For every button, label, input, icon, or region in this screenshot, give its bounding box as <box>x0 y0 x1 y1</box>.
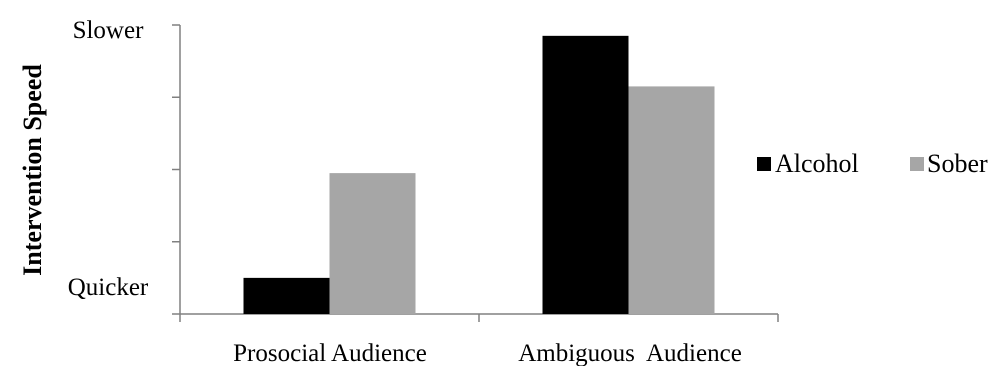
bar-sober-2 <box>628 86 715 314</box>
x-axis-ticks <box>179 314 779 322</box>
bars <box>243 35 715 315</box>
y-tick-label-slower: Slower <box>73 17 145 44</box>
legend-label-alcohol: Alcohol <box>775 149 859 178</box>
legend: Alcohol Sober <box>757 149 988 178</box>
y-tick-label-quicker: Quicker <box>68 274 149 301</box>
x-tick-label-prosocial: Prosocial Audience <box>233 340 427 366</box>
bar-alcohol-1 <box>243 277 330 314</box>
y-axis: Slower Quicker Intervention Speed <box>18 17 181 315</box>
legend-swatch-sober <box>910 157 924 171</box>
x-tick-label-ambiguous: Ambiguous Audience <box>518 340 742 366</box>
y-axis-ticks <box>172 24 180 315</box>
legend-swatch-alcohol <box>757 157 771 171</box>
bar-sober-1 <box>329 173 416 314</box>
y-axis-label: Intervention Speed <box>18 64 47 276</box>
legend-label-sober: Sober <box>927 149 988 178</box>
bar-alcohol-2 <box>542 35 629 315</box>
x-axis: Prosocial Audience Ambiguous Audience <box>179 313 779 366</box>
